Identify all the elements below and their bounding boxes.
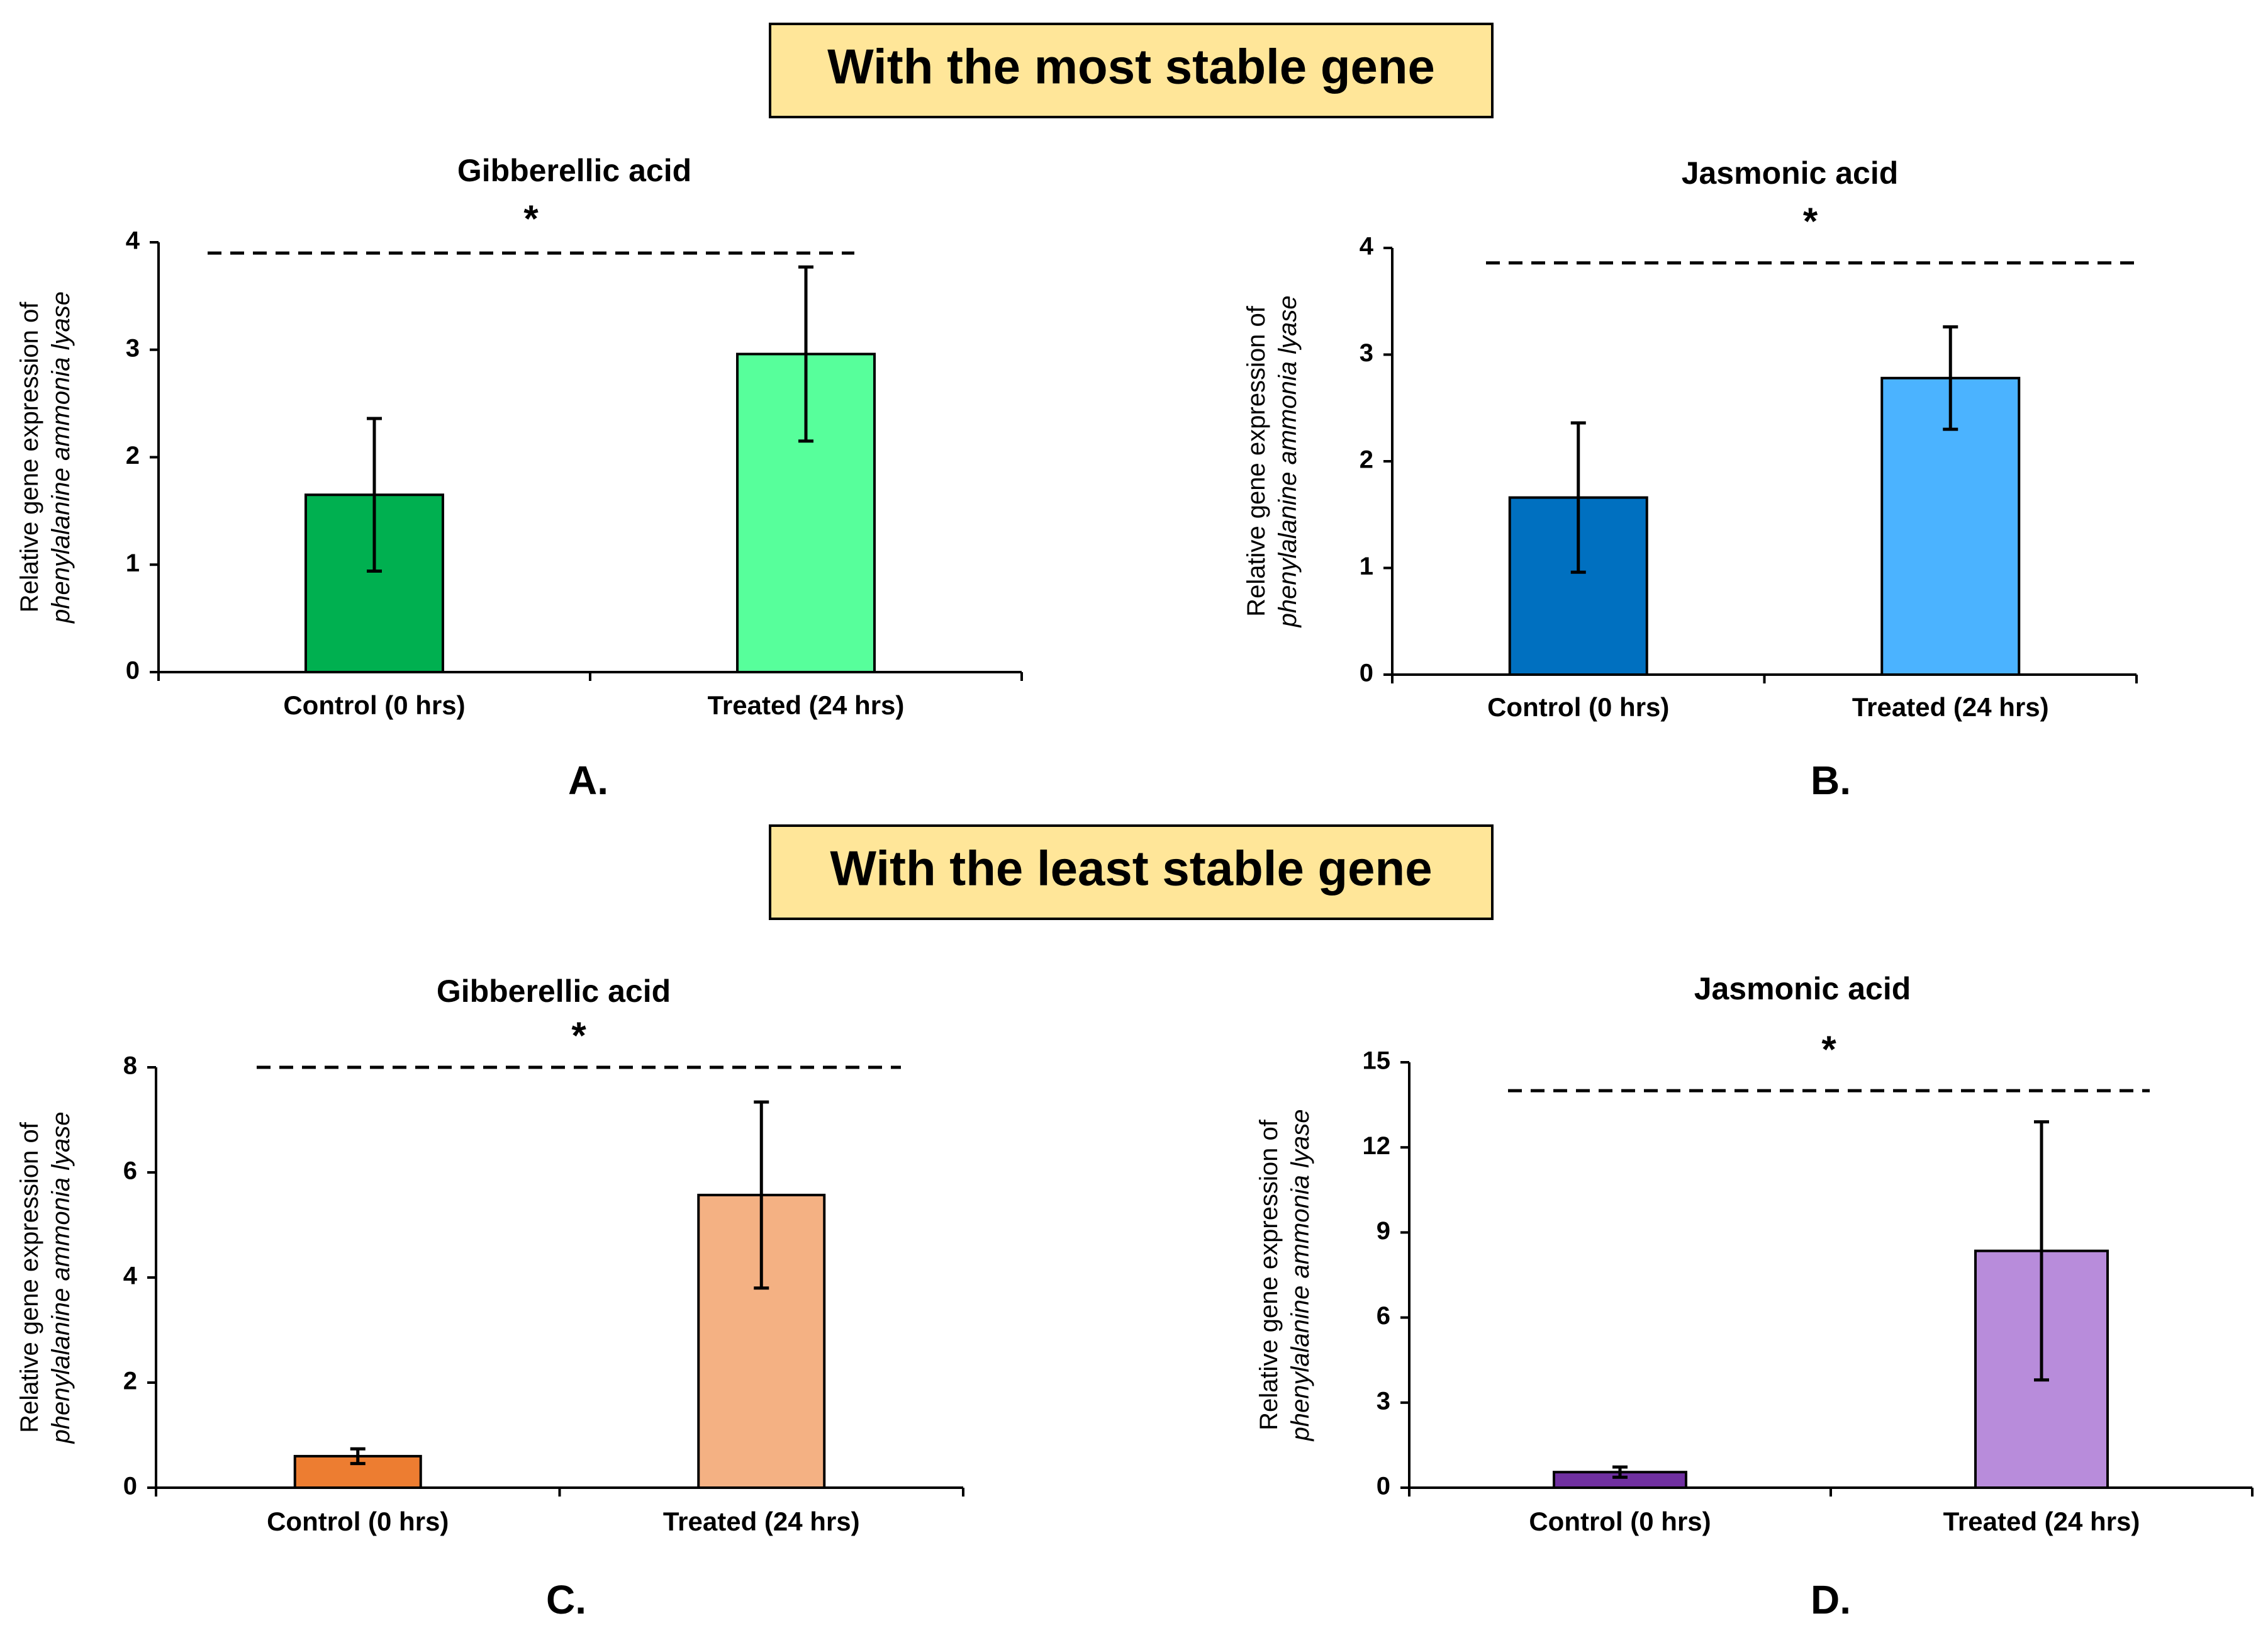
chart-title: Jasmonic acid (1682, 155, 1899, 191)
y-axis-label-line2: phenylalanine ammonia lyase (1287, 1109, 1314, 1442)
y-tick-label: 6 (123, 1157, 137, 1185)
x-category-label: Control (0 hrs) (283, 690, 465, 720)
y-tick-label: 2 (1360, 446, 1373, 474)
header-bottom-box (769, 824, 1494, 920)
significance-marker: * (523, 198, 539, 240)
y-axis-label-line1: Relative gene expression of (16, 1121, 43, 1433)
x-category-label: Control (0 hrs) (1529, 1507, 1711, 1536)
y-tick-label: 12 (1363, 1132, 1391, 1160)
y-tick-label: 0 (1377, 1473, 1390, 1500)
y-axis-label-line2: phenylalanine ammonia lyase (47, 291, 75, 624)
y-axis-label-line2: phenylalanine ammonia lyase (47, 1112, 75, 1444)
y-tick-label: 15 (1363, 1047, 1391, 1075)
y-tick-label: 8 (123, 1052, 137, 1080)
chart-panel-b: Jasmonic acid 0 1 2 3 4 Relative gene expressi… (1243, 155, 2138, 803)
y-tick-label: 1 (126, 549, 140, 577)
x-category-label: Treated (24 hrs) (1943, 1507, 2140, 1536)
x-category-label: Treated (24 hrs) (663, 1507, 860, 1536)
panel-label: C. (546, 1577, 586, 1622)
y-tick-label: 0 (1360, 660, 1373, 687)
chart-title: Gibberellic acid (437, 974, 671, 1009)
panel-label: A. (568, 758, 608, 803)
y-tick-label: 4 (1360, 233, 1374, 261)
y-axis-label-line1: Relative gene expression of (16, 301, 43, 613)
y-tick-label: 2 (123, 1368, 137, 1395)
y-tick-label: 3 (1377, 1387, 1390, 1415)
header-bottom-text: With the least stable gene (830, 841, 1432, 896)
header-top: With the most stable gene (769, 23, 1494, 118)
y-tick-label: 0 (123, 1473, 137, 1500)
chart-panel-d: Jasmonic acid 0 3 6 9 12 15 Relative gene expre… (1255, 971, 2254, 1622)
header-bottom: With the least stable gene (769, 824, 1494, 920)
y-tick-label: 3 (126, 334, 140, 362)
y-tick-label: 3 (1360, 339, 1373, 367)
header-top-text: With the most stable gene (827, 39, 1435, 94)
x-category-label: Treated (24 hrs) (708, 690, 905, 720)
y-tick-label: 4 (126, 227, 140, 255)
x-category-label: Control (0 hrs) (267, 1507, 449, 1536)
y-axis-label-line1: Relative gene expression of (1243, 305, 1270, 617)
significance-marker: * (1803, 200, 1818, 242)
chart-panel-c: Gibberellic acid 0 2 4 6 8 Relative gene expre… (16, 974, 964, 1622)
y-tick-label: 1 (1360, 553, 1373, 580)
panel-label: B. (1811, 758, 1851, 803)
header-top-box (769, 23, 1494, 118)
y-tick-label: 6 (1377, 1302, 1390, 1330)
y-axis-label-line1: Relative gene expression of (1255, 1119, 1283, 1430)
significance-marker: * (1821, 1028, 1836, 1070)
y-tick-label: 2 (126, 442, 140, 469)
chart-panel-a: Gibberellic acid 0 1 2 3 4 Relative gene expre… (16, 153, 1023, 803)
bar (304, 493, 444, 673)
y-tick-label: 9 (1377, 1217, 1390, 1245)
x-category-label: Control (0 hrs) (1487, 692, 1669, 722)
y-axis-label-line2: phenylalanine ammonia lyase (1274, 296, 1302, 628)
panel-label: D. (1811, 1577, 1851, 1622)
chart-title: Jasmonic acid (1694, 971, 1911, 1006)
y-tick-label: 0 (126, 657, 140, 685)
chart-title: Gibberellic acid (457, 153, 691, 188)
y-tick-label: 4 (123, 1262, 138, 1290)
significance-marker: * (571, 1014, 586, 1057)
x-category-label: Treated (24 hrs) (1852, 692, 2049, 722)
